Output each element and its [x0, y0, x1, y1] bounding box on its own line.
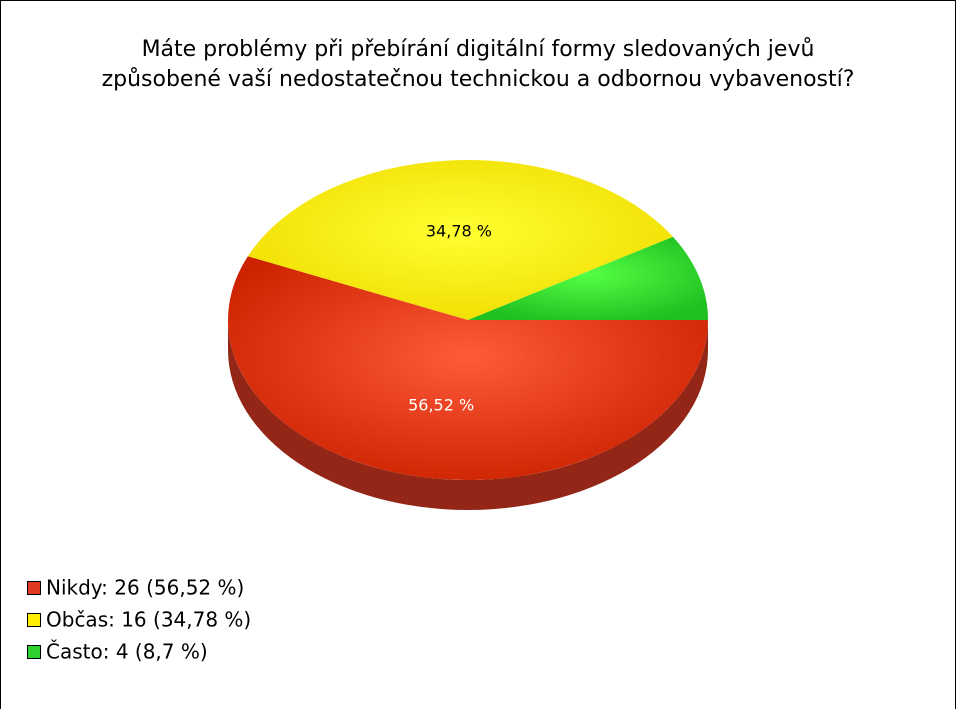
legend-label: Nikdy: 26 (56,52 %) — [46, 576, 244, 600]
data-label: 34,78 % — [426, 222, 492, 241]
slice — [228, 256, 708, 481]
chart-title: způsobené vaší nedostatečnou technickou … — [102, 67, 855, 92]
legend-swatch — [27, 645, 41, 659]
slice — [247, 159, 674, 320]
legend-label: Často: 4 (8,7 %) — [46, 640, 208, 664]
legend-swatch — [27, 613, 41, 627]
slice — [468, 236, 708, 320]
slice-side — [228, 320, 708, 510]
chart-title: Máte problémy při přebírání digitální fo… — [142, 37, 815, 62]
legend-label: Občas: 16 (34,78 %) — [46, 608, 251, 632]
legend-swatch — [27, 581, 41, 595]
data-label: 56,52 % — [408, 396, 474, 415]
